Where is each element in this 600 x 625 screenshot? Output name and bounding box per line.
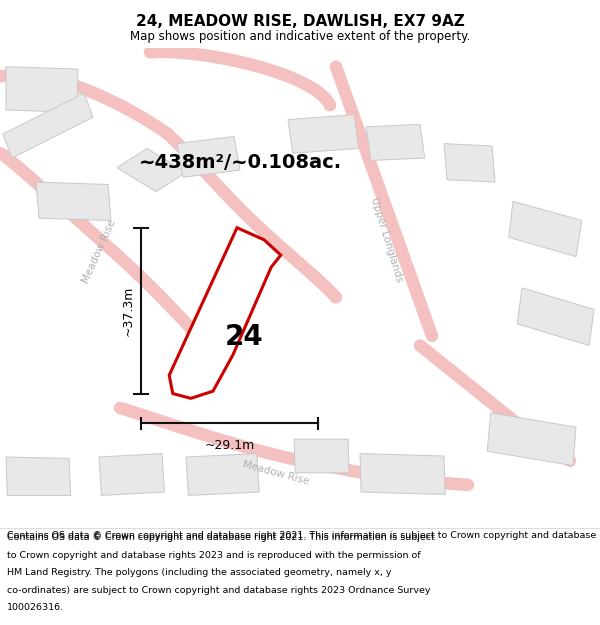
Polygon shape — [99, 454, 164, 496]
Text: Contains OS data © Crown copyright and database right 2021. This information is : Contains OS data © Crown copyright and d… — [7, 533, 435, 542]
Polygon shape — [366, 124, 425, 161]
Polygon shape — [487, 412, 576, 466]
Polygon shape — [288, 115, 359, 153]
Text: Map shows position and indicative extent of the property.: Map shows position and indicative extent… — [130, 30, 470, 43]
Text: 24: 24 — [224, 323, 263, 351]
Polygon shape — [3, 93, 93, 158]
Polygon shape — [6, 457, 71, 496]
Text: ~29.1m: ~29.1m — [205, 439, 254, 452]
Polygon shape — [294, 439, 349, 473]
Polygon shape — [36, 182, 111, 221]
Text: ~37.3m: ~37.3m — [121, 286, 134, 336]
Text: 100026316.: 100026316. — [7, 603, 64, 612]
Text: co-ordinates) are subject to Crown copyright and database rights 2023 Ordnance S: co-ordinates) are subject to Crown copyr… — [7, 586, 431, 594]
Polygon shape — [186, 454, 259, 496]
Text: Meadow Rise: Meadow Rise — [242, 459, 310, 486]
Polygon shape — [177, 136, 240, 178]
Polygon shape — [6, 67, 78, 112]
Polygon shape — [360, 454, 445, 494]
Text: Upper Longlands: Upper Longlands — [370, 196, 404, 283]
Text: ~438m²/~0.108ac.: ~438m²/~0.108ac. — [139, 153, 341, 173]
Polygon shape — [169, 228, 281, 398]
Polygon shape — [444, 144, 495, 182]
Text: Contains OS data © Crown copyright and database right 2021. This information is : Contains OS data © Crown copyright and d… — [7, 531, 600, 540]
Polygon shape — [117, 148, 186, 192]
Polygon shape — [517, 288, 594, 346]
Text: HM Land Registry. The polygons (including the associated geometry, namely x, y: HM Land Registry. The polygons (includin… — [7, 568, 392, 577]
Polygon shape — [509, 201, 582, 257]
Text: Meadow Rise: Meadow Rise — [80, 219, 118, 285]
Text: to Crown copyright and database rights 2023 and is reproduced with the permissio: to Crown copyright and database rights 2… — [7, 551, 421, 559]
Text: 24, MEADOW RISE, DAWLISH, EX7 9AZ: 24, MEADOW RISE, DAWLISH, EX7 9AZ — [136, 14, 464, 29]
